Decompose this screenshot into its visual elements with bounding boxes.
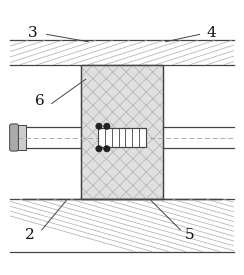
Bar [81, 65, 163, 199]
Circle shape [104, 123, 110, 129]
Text: 2: 2 [25, 227, 35, 241]
Bar [15, 125, 26, 150]
Bar [81, 65, 163, 199]
Circle shape [96, 146, 102, 152]
Bar [98, 128, 146, 147]
Text: 3: 3 [27, 26, 37, 40]
Circle shape [96, 123, 102, 129]
Text: 4: 4 [207, 26, 217, 40]
FancyBboxPatch shape [10, 124, 18, 151]
Text: 5: 5 [185, 227, 195, 241]
Text: 6: 6 [35, 94, 44, 108]
Circle shape [104, 146, 110, 152]
